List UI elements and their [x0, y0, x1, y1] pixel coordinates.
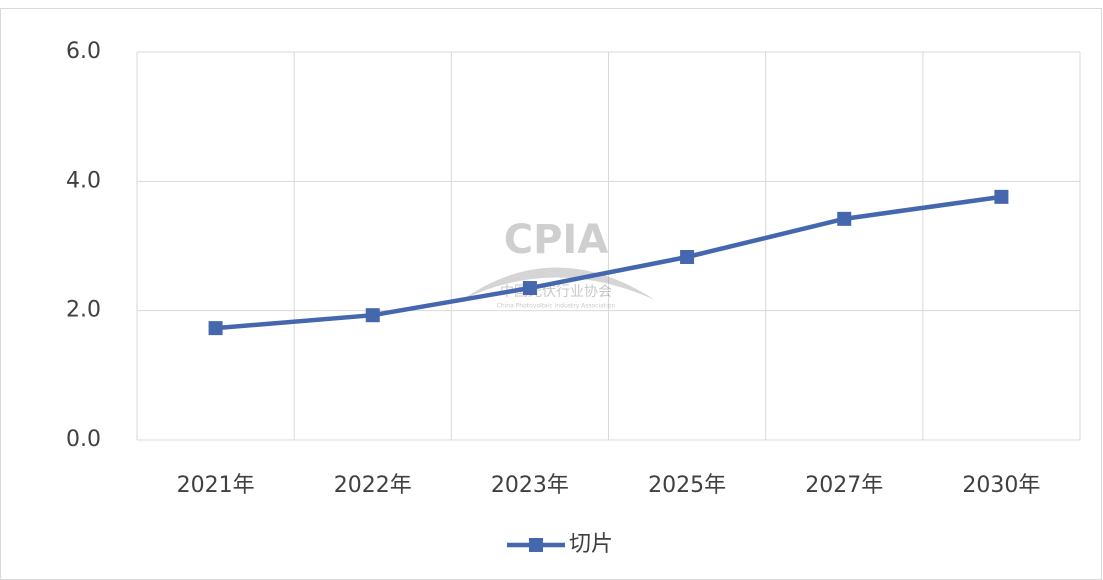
point-marker	[837, 211, 852, 226]
point-marker	[365, 308, 380, 323]
watermark-subtitle: China Photovoltaic Industry Association	[497, 303, 616, 310]
watermark-logo: CPIA	[504, 217, 609, 263]
y-tick-label: 2.0	[66, 298, 101, 323]
x-tick-label: 2027年	[805, 473, 883, 498]
grid	[136, 51, 1081, 441]
point-marker	[522, 281, 537, 296]
series-line	[215, 194, 1002, 331]
legend-marker	[529, 538, 543, 552]
y-tick-label: 0.0	[66, 427, 101, 452]
watermark-swoosh	[462, 267, 655, 300]
point-marker	[208, 321, 223, 336]
x-tick-label: 2025年	[648, 473, 726, 498]
x-tick-label: 2023年	[491, 473, 569, 498]
legend-label: 切片	[569, 532, 613, 557]
chart-border	[0, 8, 1102, 580]
watermark: CPIA 中国光伏行业协会 China Photovoltaic Industr…	[462, 217, 655, 310]
point-marker	[994, 189, 1009, 204]
x-tick-label: 2022年	[334, 473, 412, 498]
point-marker	[680, 249, 695, 264]
y-tick-label: 6.0	[66, 39, 101, 64]
x-tick-label: 2030年	[962, 473, 1040, 498]
y-tick-label: 4.0	[66, 168, 101, 193]
x-tick-label: 2021年	[177, 473, 255, 498]
